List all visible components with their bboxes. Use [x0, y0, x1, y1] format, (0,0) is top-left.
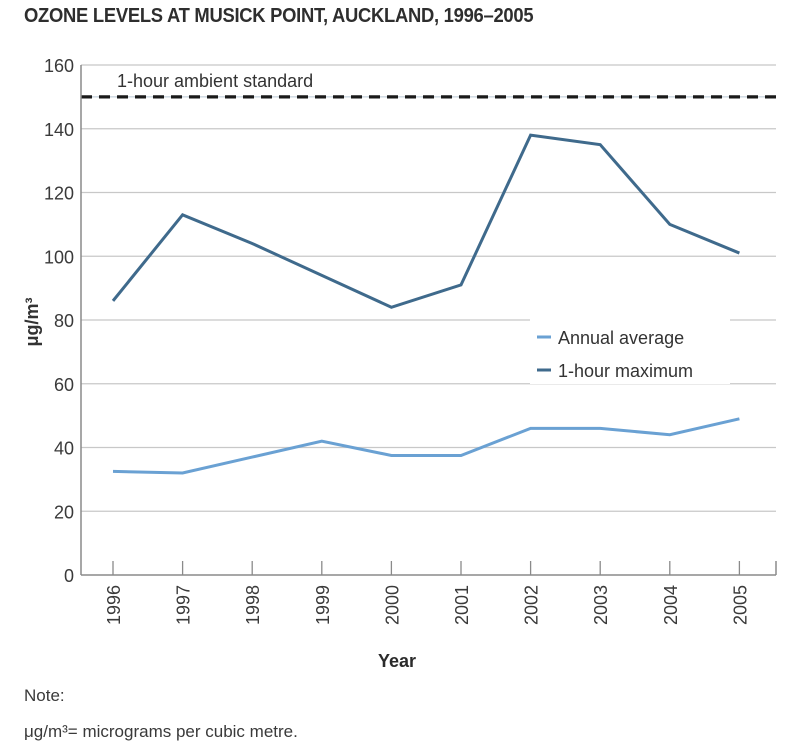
data-series	[111, 133, 740, 475]
x-tick-label: 2005	[730, 585, 750, 625]
x-tick-label: 2002	[522, 585, 542, 625]
x-tick-label: 1996	[104, 585, 124, 625]
x-tick-label: 1999	[313, 585, 333, 625]
y-tick-label: 120	[44, 184, 74, 204]
x-tick-label: 2000	[382, 585, 402, 625]
legend: Annual average 1-hour maximum	[530, 318, 730, 384]
x-tick-label: 1998	[243, 585, 263, 625]
legend-label: Annual average	[558, 328, 684, 348]
chart-title: OZONE LEVELS AT MUSICK POINT, AUCKLAND, …	[24, 5, 534, 27]
axes	[80, 65, 777, 576]
x-axis-ticks: 1996 1997 1998 1999 2000 2001 2002 2003 2004 2005	[104, 561, 750, 625]
ambient-standard-line: 1-hour ambient standard	[81, 71, 776, 99]
y-tick-label: 160	[44, 56, 74, 76]
x-tick-label: 1997	[174, 585, 194, 625]
x-axis-label: Year	[378, 651, 416, 671]
y-axis-ticks: 0 20 40 60 80 100 120 140 160	[44, 56, 74, 586]
note-heading: Note:	[24, 686, 65, 705]
one-hour-maximum-line	[111, 133, 740, 309]
y-axis-label: μg/m³	[22, 297, 42, 346]
y-tick-label: 40	[54, 439, 74, 459]
y-tick-label: 60	[54, 375, 74, 395]
legend-background	[530, 318, 730, 384]
y-tick-label: 100	[44, 247, 74, 267]
annual-average-line	[112, 417, 740, 475]
y-tick-label: 20	[54, 502, 74, 522]
legend-label: 1-hour maximum	[558, 361, 693, 381]
gridlines	[81, 64, 776, 512]
note-text: μg/m³= micrograms per cubic metre.	[24, 722, 298, 741]
line-chart: 1-hour ambient standard 0 20 40 60 80 100 120 1…	[22, 56, 777, 671]
x-tick-label: 2001	[452, 585, 472, 625]
x-tick-label: 2003	[591, 585, 611, 625]
x-tick-label: 2004	[661, 585, 681, 625]
y-tick-label: 140	[44, 120, 74, 140]
reference-label: 1-hour ambient standard	[117, 71, 313, 91]
y-tick-label: 0	[64, 566, 74, 586]
y-tick-label: 80	[54, 311, 74, 331]
